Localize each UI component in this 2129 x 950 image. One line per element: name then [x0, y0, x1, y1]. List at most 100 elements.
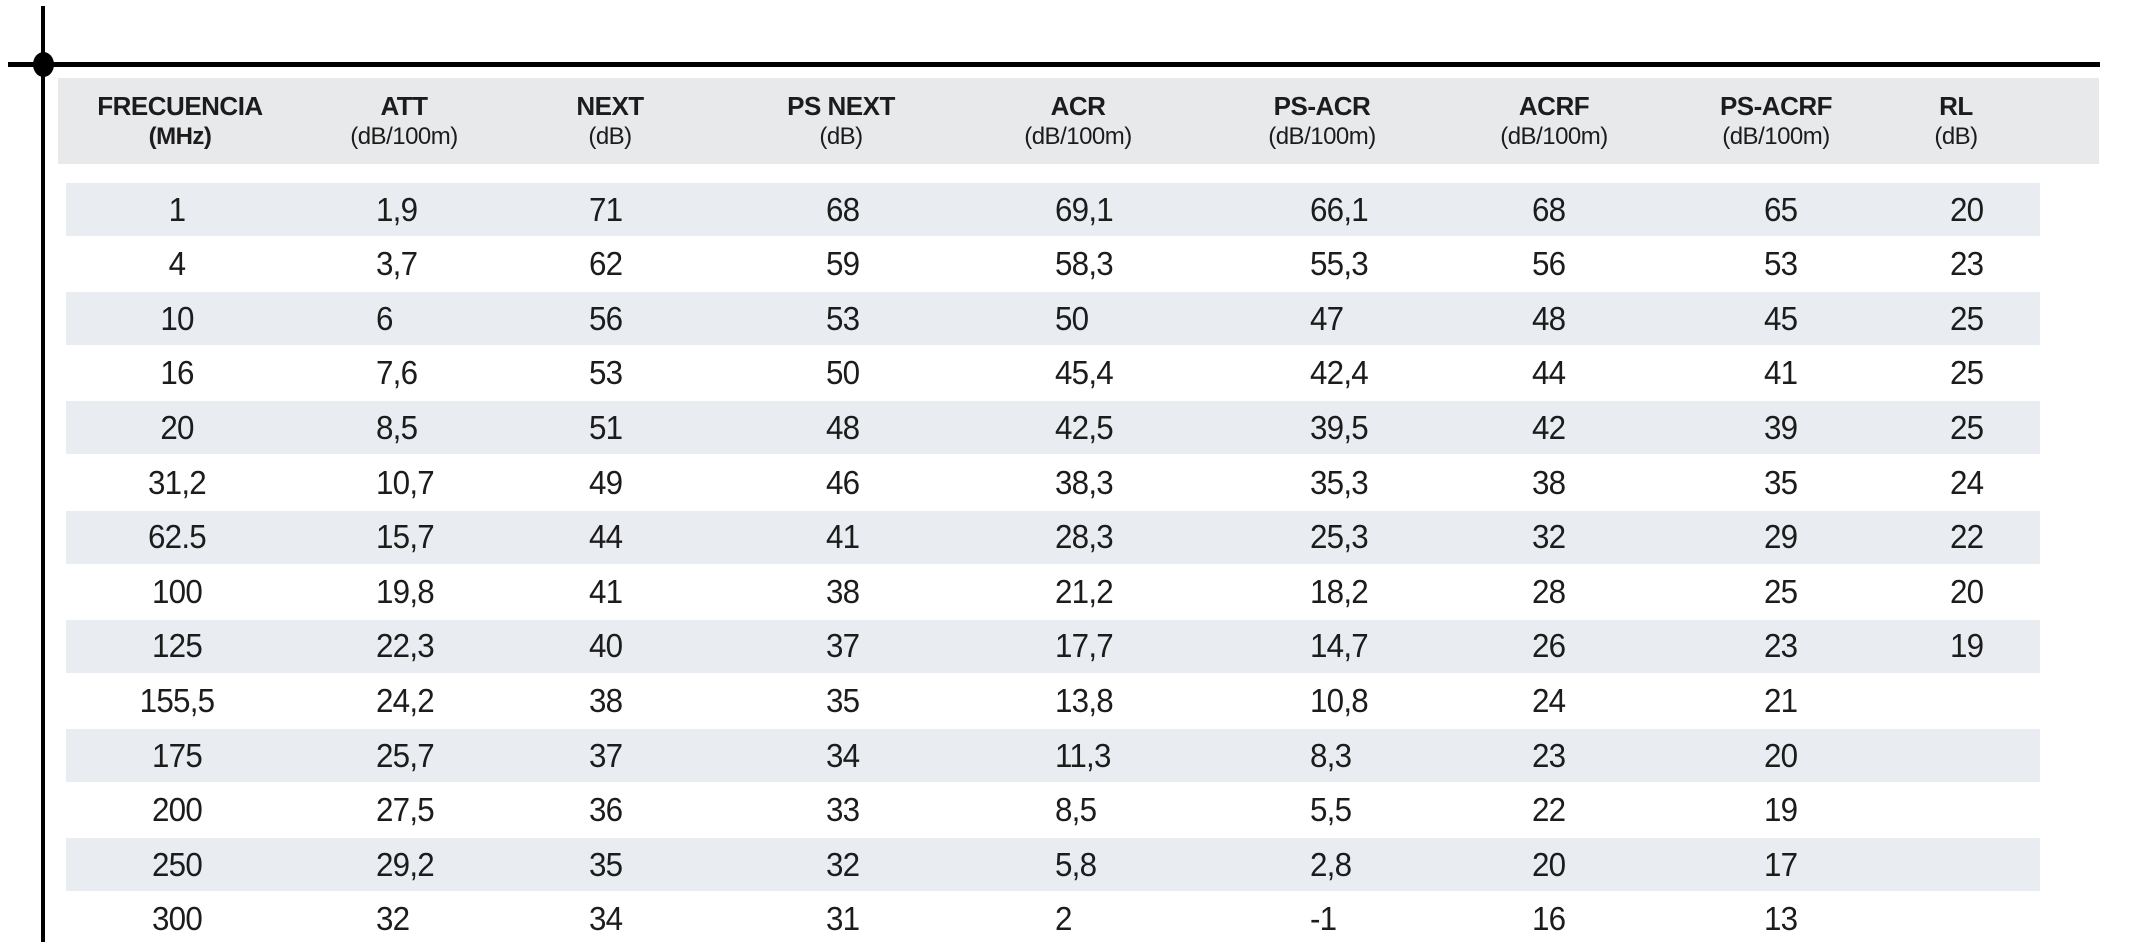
- header-cell: ACRF (dB/100m): [1404, 78, 1704, 164]
- table-cell: 155,5: [139, 681, 215, 719]
- column-label: PS-ACRF: [1719, 90, 1833, 121]
- table-cell: 13,8: [1055, 681, 1114, 719]
- table-cell: 34: [589, 900, 623, 938]
- table-cell: 25: [1950, 299, 1984, 337]
- table-cell: 27,5: [376, 791, 435, 829]
- column-unit: (dB/100m): [1722, 122, 1830, 150]
- table-row: 31,2 10,7 49 46 38,3 35,3 38 35 24: [66, 456, 2040, 509]
- table-cell: 35,3: [1310, 463, 1369, 501]
- table-cell: 29,2: [376, 845, 435, 883]
- table-row: 1 1,9 71 68 69,1 66,1 68 65 20: [66, 183, 2040, 236]
- table-cell: 53: [1764, 245, 1798, 283]
- table-cell: 2,8: [1310, 845, 1352, 883]
- table-cell: 56: [589, 299, 623, 337]
- table-cell: 62.5: [148, 518, 207, 556]
- table-cell: 6: [376, 299, 393, 337]
- table-cell: 62: [589, 245, 623, 283]
- header-cell: FRECUENCIA (MHz): [30, 78, 330, 164]
- table-cell: 11,3: [1055, 736, 1111, 774]
- table-cell: 48: [826, 408, 860, 446]
- table-cell: 20: [1950, 190, 1984, 228]
- table-cell: 7,6: [376, 354, 418, 392]
- table-cell: 46: [826, 463, 860, 501]
- table-cell: 16: [1532, 900, 1566, 938]
- column-label: PS-ACR: [1273, 90, 1371, 121]
- table-cell: 48: [1532, 299, 1566, 337]
- table-cell: 32: [376, 900, 410, 938]
- table-cell: 25: [1950, 354, 1984, 392]
- table-cell: 23: [1532, 736, 1566, 774]
- table-cell: 25: [1950, 408, 1984, 446]
- column-label: RL: [1939, 90, 1973, 121]
- table-cell: 8,5: [376, 408, 418, 446]
- table-cell: 23: [1950, 245, 1984, 283]
- table-cell: 200: [151, 791, 203, 829]
- table-cell: 22: [1950, 518, 1984, 556]
- table-cell: 300: [151, 900, 203, 938]
- table-cell: 59: [826, 245, 860, 283]
- column-unit: (dB): [819, 122, 863, 150]
- table-cell: 49: [589, 463, 623, 501]
- table-cell: 17,7: [1055, 627, 1114, 665]
- table-cell: 68: [826, 190, 860, 228]
- table-cell: 20: [1532, 845, 1566, 883]
- table-cell: 69,1: [1055, 190, 1114, 228]
- table-cell: 58,3: [1055, 245, 1114, 283]
- table-cell: 24,2: [376, 681, 435, 719]
- table-cell: 44: [589, 518, 623, 556]
- table-cell: 25: [1764, 572, 1798, 610]
- table-cell: 38,3: [1055, 463, 1114, 501]
- table-row: 16 7,6 53 50 45,4 42,4 44 41 25: [66, 347, 2040, 400]
- table-cell: 38: [826, 572, 860, 610]
- table-row: 155,5 24,2 38 35 13,8 10,8 24 21: [66, 674, 2040, 727]
- table-row: 4 3,7 62 59 58,3 55,3 56 53 23: [66, 238, 2040, 291]
- table-cell: 56: [1532, 245, 1566, 283]
- table-cell: 32: [1532, 518, 1566, 556]
- table-header-band: [58, 78, 2099, 164]
- table-cell: 55,3: [1310, 245, 1369, 283]
- table-cell: 100: [151, 572, 203, 610]
- table-row: 125 22,3 40 37 17,7 14,7 26 23 19: [66, 619, 2040, 673]
- table-row: 20 8,5 51 48 42,5 39,5 42 39 25: [66, 401, 2040, 455]
- table-cell: 65: [1764, 190, 1798, 228]
- table-cell: 250: [151, 845, 203, 883]
- table-cell: 10,8: [1310, 681, 1369, 719]
- table-cell: 25,7: [376, 736, 435, 774]
- table-cell: 38: [589, 681, 623, 719]
- table-cell: 41: [589, 572, 623, 610]
- table-cell: 40: [589, 627, 623, 665]
- header-cell: ACR (dB/100m): [928, 78, 1228, 164]
- table-cell: 23: [1764, 627, 1798, 665]
- header-cell: NEXT (dB): [460, 78, 760, 164]
- table-cell: 42,4: [1310, 354, 1369, 392]
- table-cell: 25,3: [1310, 518, 1369, 556]
- table-cell: 39,5: [1310, 408, 1369, 446]
- table-cell: 22: [1532, 791, 1566, 829]
- crop-mark-horizontal-line: [8, 62, 2100, 67]
- table-cell: 36: [589, 791, 623, 829]
- table-cell: 24: [1950, 463, 1984, 501]
- column-unit: (dB/100m): [1268, 122, 1376, 150]
- table-cell: 41: [1764, 354, 1798, 392]
- table-cell: 10,7: [376, 463, 435, 501]
- table-cell: 5,8: [1055, 845, 1097, 883]
- table-cell: 8,5: [1055, 791, 1097, 829]
- table-cell: 22,3: [376, 627, 435, 665]
- table-cell: 33: [826, 791, 860, 829]
- table-cell: 29: [1764, 518, 1798, 556]
- table-cell: 21: [1764, 681, 1798, 719]
- table-cell: 50: [1055, 299, 1089, 337]
- table-cell: 39: [1764, 408, 1798, 446]
- table-cell: 53: [589, 354, 623, 392]
- table-cell: 42: [1532, 408, 1566, 446]
- table-cell: 21,2: [1055, 572, 1114, 610]
- table-cell: 19,8: [376, 572, 435, 610]
- table-cell: 35: [589, 845, 623, 883]
- column-label: FRECUENCIA: [97, 90, 263, 121]
- table-cell: 16: [160, 354, 194, 392]
- table-cell: 47: [1310, 299, 1344, 337]
- header-cell: PS NEXT (dB): [691, 78, 991, 164]
- table-row: 250 29,2 35 32 5,8 2,8 20 17: [66, 838, 2040, 892]
- table-cell: 1,9: [376, 190, 418, 228]
- column-unit: (MHz): [148, 122, 212, 150]
